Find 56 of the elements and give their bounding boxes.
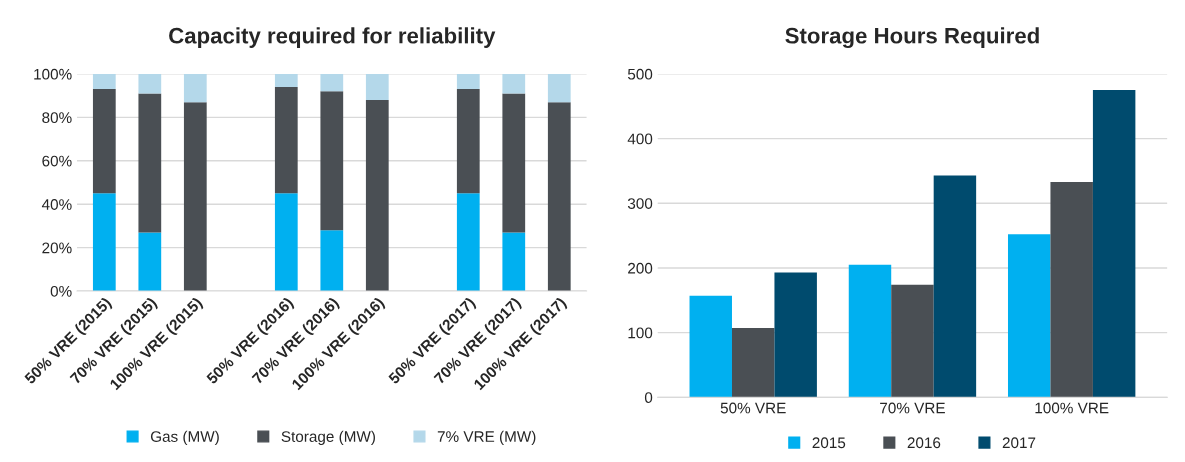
bar xyxy=(456,89,480,194)
bar xyxy=(138,232,162,292)
y-tick-label: 400 xyxy=(627,133,653,145)
bar xyxy=(138,73,162,94)
chart-title: Storage Hours Required xyxy=(785,27,1039,49)
legend-label: 2017 xyxy=(1002,437,1036,449)
bar xyxy=(1007,234,1051,398)
y-tick-label: 200 xyxy=(628,262,653,274)
bar xyxy=(731,328,775,398)
y-tick-label: 40% xyxy=(41,199,72,210)
x-tick-label: 100% VRE xyxy=(1035,402,1109,414)
x-tick-label: 70% VRE xyxy=(880,402,945,414)
legend-label: 7% VRE (MW) xyxy=(437,430,536,445)
chart-title: Capacity required for reliability xyxy=(169,27,496,48)
bar xyxy=(774,272,817,398)
bar xyxy=(183,73,207,103)
bar xyxy=(502,93,526,233)
bar xyxy=(1092,90,1136,398)
bar xyxy=(92,89,116,194)
bar xyxy=(320,91,344,231)
bar xyxy=(320,230,344,292)
bar xyxy=(138,93,162,233)
bar xyxy=(1050,181,1093,398)
bar xyxy=(933,175,977,398)
bar xyxy=(456,73,480,90)
y-tick-label: 20% xyxy=(42,242,72,254)
bar xyxy=(891,284,934,398)
y-tick-label: 60% xyxy=(42,155,72,167)
bar xyxy=(320,73,344,92)
bar xyxy=(848,264,892,398)
y-tick-label: 500 xyxy=(627,68,653,80)
y-tick-label: 0 xyxy=(644,392,653,404)
bar xyxy=(456,193,480,292)
y-tick-label: 100 xyxy=(628,327,653,339)
y-tick-label: 80% xyxy=(42,112,72,124)
bar xyxy=(183,102,207,292)
bar xyxy=(274,73,298,87)
y-tick-label: 300 xyxy=(627,198,653,209)
bar xyxy=(274,86,298,194)
legend-label: Gas (MW) xyxy=(150,430,219,445)
y-tick-label: 100% xyxy=(34,68,72,80)
y-tick-label: 0% xyxy=(50,285,72,297)
bar xyxy=(365,73,389,100)
bar xyxy=(92,73,116,90)
x-tick-label: 50% VRE xyxy=(720,402,786,414)
bar xyxy=(547,102,571,292)
bar xyxy=(365,99,389,292)
bar xyxy=(502,232,526,292)
bar xyxy=(689,295,732,398)
bar xyxy=(547,73,571,103)
legend-label: 2016 xyxy=(907,437,941,449)
legend-label: 2015 xyxy=(812,437,846,449)
bar xyxy=(92,193,116,292)
bar xyxy=(502,73,526,94)
bar xyxy=(274,193,298,292)
legend-label: Storage (MW) xyxy=(281,430,375,445)
